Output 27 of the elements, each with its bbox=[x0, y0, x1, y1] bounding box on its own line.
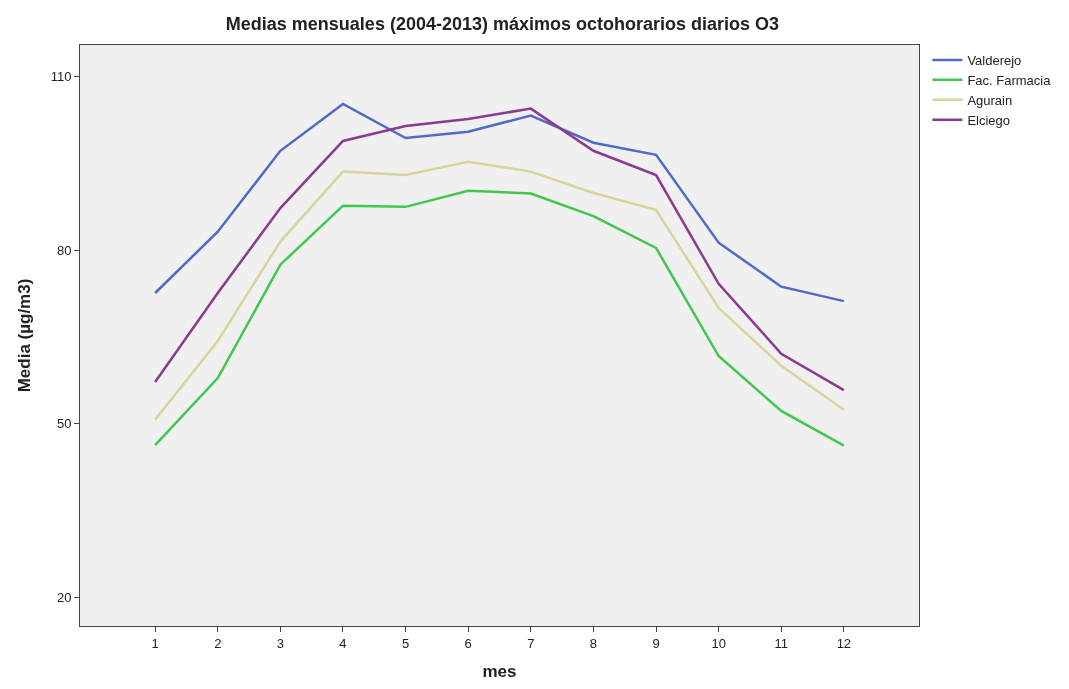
legend-label: Agurain bbox=[967, 92, 1013, 108]
line-series bbox=[153, 102, 846, 303]
legend-label: Fac. Farmacia bbox=[967, 72, 1052, 88]
y-tick-label: 110 bbox=[50, 69, 72, 85]
x-tick-label: 9 bbox=[652, 635, 660, 651]
x-tick-label: 6 bbox=[464, 635, 472, 651]
y-tick-label: 50 bbox=[56, 416, 72, 432]
x-axis-title: mes bbox=[482, 662, 517, 681]
x-tick-label: 7 bbox=[527, 635, 535, 651]
x-tick-label: 4 bbox=[339, 635, 347, 651]
x-tick-label: 11 bbox=[774, 635, 788, 651]
line-series bbox=[153, 107, 846, 392]
y-axis-title: Media (µg/m3) bbox=[15, 278, 35, 393]
x-tick-label: 10 bbox=[711, 635, 726, 651]
x-tick-label: 5 bbox=[401, 635, 410, 651]
x-tick-label: 12 bbox=[836, 635, 852, 651]
line-series bbox=[153, 189, 846, 447]
x-tick-label: 1 bbox=[151, 635, 159, 651]
y-tick-label: 20 bbox=[56, 589, 72, 605]
x-tick-label: 2 bbox=[214, 635, 222, 651]
y-tick-label: 80 bbox=[56, 242, 72, 258]
x-tick-label: 8 bbox=[589, 635, 598, 651]
chart-title: Medias mensuales (2004-2013) máximos octohorarios diarios O3 bbox=[225, 13, 780, 34]
x-tick-label: 3 bbox=[276, 635, 284, 651]
legend-label: Valderejo bbox=[967, 53, 1022, 69]
line-series bbox=[153, 160, 846, 421]
legend-label: Elciego bbox=[967, 112, 1011, 128]
